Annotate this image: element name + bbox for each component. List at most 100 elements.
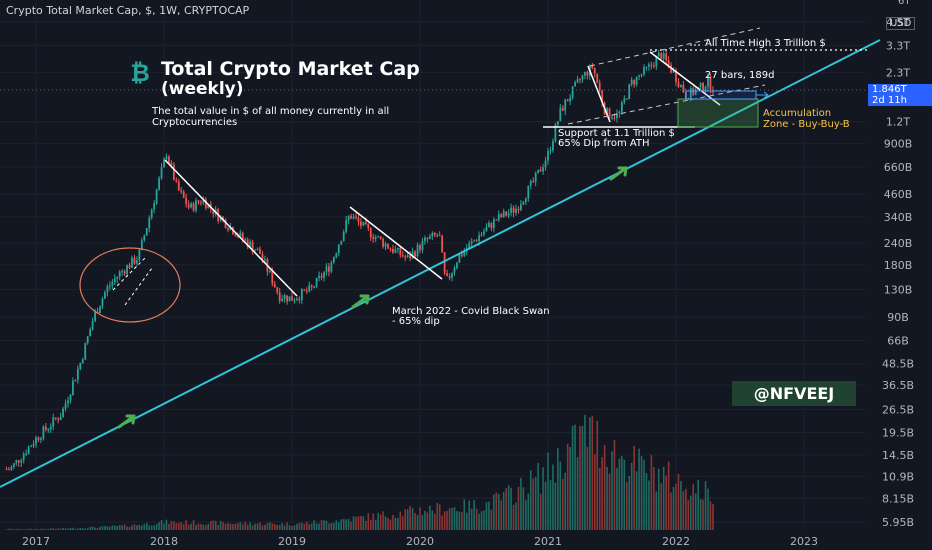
volume-bar [155,524,158,530]
volume-bar [323,520,325,530]
candle-body [707,76,709,87]
candle-body [86,336,89,344]
volume-bar [485,502,488,530]
candle-body [47,429,50,431]
symbol-header[interactable]: Crypto Total Market Cap, $, 1W, CRYPTOCA… [6,4,250,17]
candle-body [480,234,483,236]
candle-body [416,244,419,257]
volume-bar [217,524,219,530]
volume-bar [214,520,217,530]
candle-body [131,257,133,268]
volume-bar [529,470,532,530]
candle-body [586,72,589,76]
volume-bar [337,522,340,530]
volume-bar [522,487,525,530]
volume-bar [27,528,30,530]
volume-bar [692,484,695,530]
y-tick-label: 26.5B [882,403,914,416]
candle-body [81,359,84,363]
candle-body [483,231,485,235]
candle-body [8,469,10,471]
volume-bar [456,511,458,530]
candle-body [200,202,202,204]
volume-bar [707,488,709,530]
candle-body [328,266,330,272]
candle-body [608,108,611,118]
volume-bar [559,461,562,530]
candle-body [463,251,466,256]
candle-body [227,228,229,230]
candle-body [320,275,323,278]
candle-body [377,236,380,238]
volume-bar [662,466,665,530]
volume-bar [168,523,170,530]
y-tick-label: 240B [884,237,913,250]
volume-bar [618,458,621,530]
candle-body [404,256,407,258]
volume-bar [340,519,343,530]
volume-bar [170,521,173,530]
volume-bar [49,528,52,530]
bars-measure-arrow [756,91,769,99]
bar-countdown: 2d 11h [872,95,907,106]
candle-body [699,82,702,88]
candle-body [399,247,402,256]
candle-body [79,362,82,370]
candle-body [273,283,276,288]
candle-body [222,216,224,220]
y-tick-label: 2.3T [886,67,910,80]
volume-bar [625,481,628,530]
volume-bar [569,447,571,530]
candle-body [357,218,360,222]
volume-bar [192,520,195,530]
candle-body [643,67,645,75]
candle-body [534,173,537,182]
candle-body [108,285,111,287]
candle-body [283,295,286,299]
volume-bar [89,527,91,530]
y-tick-label: 3.3T [886,39,910,52]
volume-bar [291,525,293,530]
volume-bar [15,529,18,530]
candle-body [62,408,64,418]
candle-body [620,102,623,112]
y-tick-label: 8.15B [882,492,914,505]
y-tick-label: 36.5B [882,379,914,392]
accumulation-label-1: Accumulation [763,108,832,119]
candle-body [96,311,99,314]
volume-bar [239,522,242,530]
volume-bar [426,512,429,530]
volume-bar [160,520,163,530]
candle-body [298,298,301,301]
ath-label: All Time High 3 Trillion $ [705,38,826,49]
volume-bar [355,516,357,530]
volume-bar [202,524,205,530]
candle-body [364,221,367,225]
x-tick-label: 2022 [662,535,690,548]
volume-bar [409,505,411,530]
last-price-badge[interactable]: 1.846T 2d 11h [868,84,932,106]
candle-body [305,290,308,292]
volume-bar [209,521,212,530]
volume-bar [384,516,387,530]
candle-body [236,236,239,238]
candle-body [584,72,586,76]
currency-label[interactable]: USD [886,17,916,30]
candle-body [392,248,394,253]
volume-bar [640,456,643,530]
candle-body [532,181,535,183]
volume-bar [643,459,645,530]
volume-bar [32,529,35,530]
volume-bar [399,511,402,530]
candle-body [256,248,259,251]
y-tick-label: 1.2T [886,116,910,129]
candle-body [446,273,448,277]
volume-bar [603,445,606,530]
candle-body [613,117,616,119]
volume-bar [283,525,286,530]
volume-bar [352,516,355,530]
volume-bar [62,527,64,530]
volume-bar [704,481,707,530]
candle-body [507,212,510,216]
